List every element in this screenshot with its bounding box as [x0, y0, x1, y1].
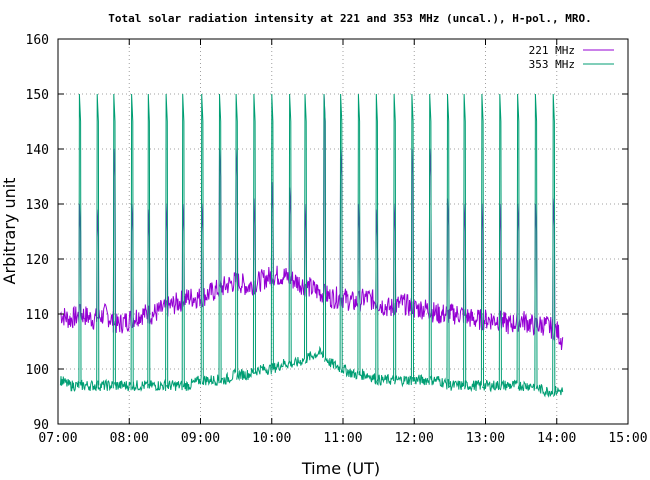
x-tick-label: 09:00 [181, 431, 220, 446]
series-layer [59, 93, 564, 398]
grid [58, 39, 628, 424]
x-tick-label: 08:00 [110, 431, 149, 446]
legend-label: 221 MHz [529, 44, 575, 57]
x-tick-label: 14:00 [537, 431, 576, 446]
axes: 07:00 08:00 09:00 10:00 11:00 12:00 13:00 14:00… [26, 33, 648, 446]
x-tick-label: 11:00 [323, 431, 362, 446]
y-tick-label: 110 [26, 308, 49, 323]
legend-label: 353 MHz [529, 58, 575, 71]
y-tick-label: 160 [26, 33, 49, 48]
x-tick-label: 10:00 [252, 431, 291, 446]
x-tick-label: 12:00 [395, 431, 434, 446]
chart-title: Total solar radiation intensity at 221 a… [108, 12, 591, 25]
series-line-221mhz [59, 93, 564, 351]
x-tick-label: 13:00 [466, 431, 505, 446]
x-tick-label: 07:00 [38, 431, 77, 446]
y-tick-label: 100 [26, 363, 49, 378]
x-tick-label: 15:00 [608, 431, 647, 446]
y-tick-label: 140 [26, 143, 49, 158]
y-tick-label: 90 [33, 418, 49, 433]
y-tick-label: 130 [26, 198, 49, 213]
y-tick-label: 150 [26, 88, 49, 103]
y-axis-title: Arbitrary unit [0, 178, 19, 285]
series-line-353mhz [59, 93, 564, 398]
y-tick-label: 120 [26, 253, 49, 268]
x-axis-title: Time (UT) [301, 459, 380, 478]
